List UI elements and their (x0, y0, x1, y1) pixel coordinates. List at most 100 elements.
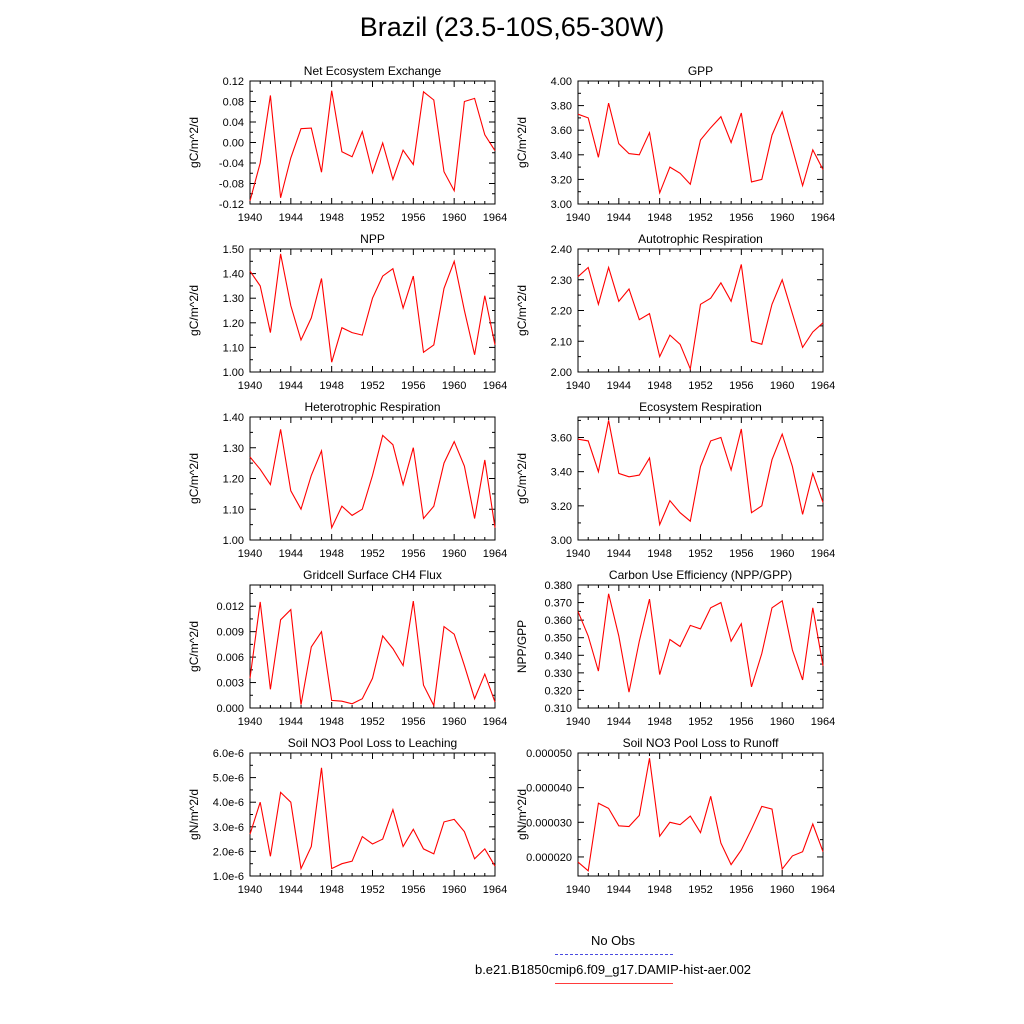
x-tick-label: 1944 (607, 380, 631, 392)
x-tick-label: 1960 (442, 884, 466, 896)
panel-title: Net Ecosystem Exchange (304, 64, 442, 78)
x-tick-label: 1956 (729, 380, 753, 392)
plot-frame (577, 584, 824, 709)
x-tick-label: 1964 (811, 716, 835, 728)
y-tick-label: 1.50 (223, 244, 244, 256)
x-tick-label: 1960 (770, 380, 794, 392)
y-tick-label: 2.0e-6 (213, 846, 244, 858)
x-tick-label: 1944 (607, 548, 631, 560)
y-tick-label: 2.00 (551, 367, 572, 379)
y-tick-label: 0.330 (544, 668, 572, 680)
y-tick-label: 0.360 (544, 615, 572, 627)
x-tick-label: 1944 (607, 212, 631, 224)
y-tick-label: 2.10 (551, 336, 572, 348)
y-tick-label: 5.0e-6 (213, 773, 244, 785)
x-tick-label: 1948 (647, 212, 671, 224)
panel-title: Soil NO3 Pool Loss to Runoff (623, 736, 780, 750)
y-tick-label: 0.000050 (526, 748, 572, 760)
x-tick-label: 1956 (729, 212, 753, 224)
x-tick-label: 1944 (607, 716, 631, 728)
y-tick-label: 3.20 (551, 174, 572, 186)
plot-frame (249, 80, 496, 205)
plot-frame (577, 80, 824, 205)
legend-case-line (555, 983, 673, 984)
y-tick-label: 0.08 (223, 97, 244, 109)
panel-4: Autotrophic Respiration gC/m^2/d 1940 1944 1… (515, 232, 835, 392)
y-tick-label: 1.40 (223, 269, 244, 281)
x-tick-label: 1960 (770, 716, 794, 728)
legend-obs-label: No Obs (590, 933, 636, 948)
x-tick-label: 1960 (442, 716, 466, 728)
panel-3: NPP gC/m^2/d 1940 1944 1948 1952 1956 1960 1964 1… (187, 232, 507, 392)
panel-10: Soil NO3 Pool Loss to Runoff gN/m^2/d 1940… (515, 736, 835, 896)
y-axis-label: gC/m^2/d (187, 453, 201, 504)
y-tick-label: 0.012 (216, 601, 244, 613)
y-tick-label: 1.00 (223, 535, 244, 547)
series-line (249, 253, 496, 363)
panel-2: GPP gC/m^2/d 1940 1944 1948 1952 1956 1960 1964 3… (515, 64, 835, 224)
y-axis-label: gN/m^2/d (187, 789, 201, 840)
panel-title: Soil NO3 Pool Loss to Leaching (288, 736, 457, 750)
series-line (249, 601, 496, 708)
y-tick-label: 2.20 (551, 306, 572, 318)
x-tick-label: 1964 (811, 884, 835, 896)
plot-frame (249, 248, 496, 373)
x-tick-label: 1960 (770, 212, 794, 224)
x-tick-label: 1952 (360, 884, 384, 896)
plot-frame (577, 752, 824, 877)
x-tick-label: 1940 (566, 716, 590, 728)
series-line (249, 767, 496, 871)
y-tick-label: 1.10 (223, 504, 244, 516)
y-tick-label: 3.00 (551, 199, 572, 211)
panel-title: Carbon Use Efficiency (NPP/GPP) (609, 568, 792, 582)
x-tick-label: 1964 (483, 212, 507, 224)
x-tick-label: 1940 (566, 884, 590, 896)
y-tick-label: 1.30 (223, 293, 244, 305)
y-tick-label: 3.20 (551, 501, 572, 513)
series-line (577, 758, 824, 872)
panel-6: Ecosystem Respiration gC/m^2/d 1940 1944 194… (515, 400, 835, 560)
x-tick-label: 1948 (319, 548, 343, 560)
x-tick-label: 1940 (566, 212, 590, 224)
x-tick-label: 1944 (279, 212, 303, 224)
y-tick-label: 3.0e-6 (213, 822, 244, 834)
x-tick-label: 1944 (279, 884, 303, 896)
y-tick-label: 0.340 (544, 650, 572, 662)
x-tick-label: 1960 (442, 212, 466, 224)
y-tick-label: 1.20 (223, 318, 244, 330)
plot-frame (577, 248, 824, 373)
x-tick-label: 1952 (360, 212, 384, 224)
y-tick-label: 3.80 (551, 101, 572, 113)
panel-title: Ecosystem Respiration (639, 400, 762, 414)
x-tick-label: 1956 (401, 716, 425, 728)
y-axis-label: gC/m^2/d (515, 285, 529, 336)
y-tick-label: 0.009 (216, 627, 244, 639)
x-tick-label: 1956 (401, 212, 425, 224)
x-tick-label: 1964 (483, 716, 507, 728)
x-tick-label: 1940 (238, 380, 262, 392)
y-tick-label: 0.000020 (526, 852, 572, 864)
x-tick-label: 1964 (811, 380, 835, 392)
x-tick-label: 1948 (647, 716, 671, 728)
x-tick-label: 1952 (688, 884, 712, 896)
y-tick-label: 0.320 (544, 685, 572, 697)
x-tick-label: 1948 (319, 212, 343, 224)
x-tick-label: 1956 (401, 380, 425, 392)
x-tick-label: 1940 (238, 548, 262, 560)
panel-5: Heterotrophic Respiration gC/m^2/d 1940 194… (187, 400, 507, 560)
x-tick-label: 1952 (360, 716, 384, 728)
x-tick-label: 1964 (811, 212, 835, 224)
y-tick-label: 0.370 (544, 598, 572, 610)
x-tick-label: 1960 (770, 548, 794, 560)
y-tick-label: 3.40 (551, 150, 572, 162)
y-axis-label: gC/m^2/d (515, 453, 529, 504)
x-tick-label: 1960 (770, 884, 794, 896)
x-tick-label: 1964 (483, 548, 507, 560)
y-tick-label: 1.30 (223, 443, 244, 455)
y-tick-label: 0.350 (544, 633, 572, 645)
x-tick-label: 1960 (442, 548, 466, 560)
y-axis-label: gC/m^2/d (515, 117, 529, 168)
y-tick-label: 0.003 (216, 678, 244, 690)
legend-obs-line (555, 954, 673, 955)
